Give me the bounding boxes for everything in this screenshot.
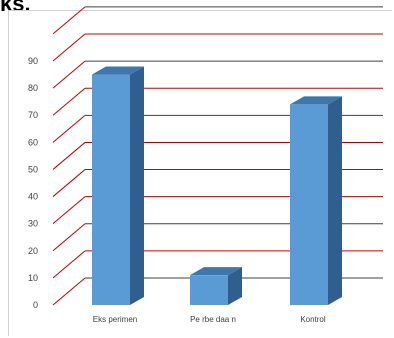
y-tick-label: 60 [28,137,38,147]
gridline-100 [52,6,383,35]
y-tick-label: 20 [28,246,38,256]
y-tick-label: 80 [28,83,38,93]
gridline-80 [52,60,383,89]
y-tick-label: 70 [28,110,38,120]
chart-frame [8,10,392,336]
x-axis: Eks perimen Pe rbe daa n Kontrol [93,315,326,324]
x-tick-label: Kontrol [300,315,326,324]
y-tick-label: 50 [28,164,38,174]
y-tick-label: 0 [33,300,38,310]
y-tick-label: 90 [28,56,38,66]
y-axis: 0 10 20 30 40 50 60 70 80 90 [28,56,38,310]
x-tick-label: Eks perimen [93,315,137,324]
heading-fragment: ks. [0,0,31,16]
gridline-90 [52,33,383,62]
bar-2 [190,267,242,305]
bar-1 [92,66,144,305]
x-tick-label: Pe rbe daa n [190,315,236,324]
y-tick-label: 40 [28,192,38,202]
bar-layer [92,66,342,305]
y-tick-label: 10 [28,273,38,283]
y-tick-label: 30 [28,219,38,229]
bar-3 [290,96,342,305]
